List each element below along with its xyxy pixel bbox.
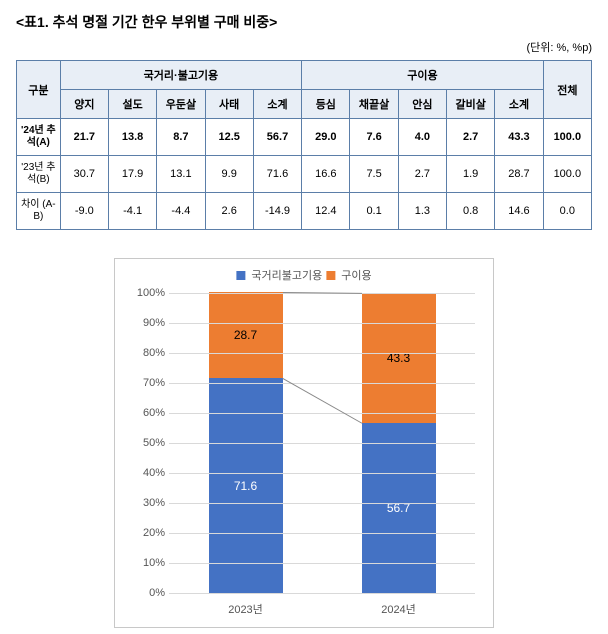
title-row: <표1. 추석 명절 기간 한우 부위별 구매 비중> bbox=[16, 12, 592, 32]
cell: 56.7 bbox=[253, 119, 301, 156]
stacked-bar-chart: 국거리불고기용 구이용 28.7 71.6 43.356.7 0% 10% 20% 30% 4… bbox=[114, 258, 494, 628]
cell: 43.3 bbox=[495, 119, 543, 156]
cell: 0.1 bbox=[350, 193, 398, 230]
th-col: 사태 bbox=[205, 90, 253, 119]
unit-label: (단위: %, %p) bbox=[527, 42, 592, 54]
y-tick-label: 10% bbox=[127, 557, 165, 569]
th-col: 안심 bbox=[398, 90, 446, 119]
bar-segment: 56.7 bbox=[362, 423, 436, 593]
cell: 8.7 bbox=[157, 119, 205, 156]
cell: 30.7 bbox=[60, 156, 108, 193]
y-tick-label: 0% bbox=[127, 587, 165, 599]
cell: 71.6 bbox=[253, 156, 301, 193]
th-col: 갈비살 bbox=[447, 90, 495, 119]
th-col: 소계 bbox=[495, 90, 543, 119]
cell: 0.0 bbox=[543, 193, 591, 230]
legend-swatch bbox=[326, 271, 335, 280]
segment-value-label: 71.6 bbox=[234, 479, 257, 493]
row-label: '24년 추석(A) bbox=[17, 119, 61, 156]
gridline bbox=[169, 593, 475, 594]
legend-swatch bbox=[236, 271, 245, 280]
cell: 7.6 bbox=[350, 119, 398, 156]
th-col: 등심 bbox=[302, 90, 350, 119]
cell: -4.1 bbox=[108, 193, 156, 230]
y-tick-label: 40% bbox=[127, 467, 165, 479]
y-tick-label: 60% bbox=[127, 407, 165, 419]
y-tick-label: 70% bbox=[127, 377, 165, 389]
bar-segment: 43.3 bbox=[362, 293, 436, 423]
legend-label: 구이용 bbox=[341, 267, 371, 283]
cell: 16.6 bbox=[302, 156, 350, 193]
cell: 12.4 bbox=[302, 193, 350, 230]
row-label: '23년 추석(B) bbox=[17, 156, 61, 193]
y-tick-label: 50% bbox=[127, 437, 165, 449]
legend-label: 국거리불고기용 bbox=[251, 267, 322, 283]
y-tick-label: 20% bbox=[127, 527, 165, 539]
y-tick-label: 80% bbox=[127, 347, 165, 359]
cell: 21.7 bbox=[60, 119, 108, 156]
y-tick-label: 30% bbox=[127, 497, 165, 509]
cell: 13.8 bbox=[108, 119, 156, 156]
chart-plot: 28.771.643.356.7 0%10%20%30%40%50%60%70%… bbox=[169, 293, 475, 593]
gridline bbox=[169, 503, 475, 504]
th-col: 채끝살 bbox=[350, 90, 398, 119]
cell: 29.0 bbox=[302, 119, 350, 156]
cell: 9.9 bbox=[205, 156, 253, 193]
th-group1: 국거리·불고기용 bbox=[60, 61, 301, 90]
th-col: 양지 bbox=[60, 90, 108, 119]
cell: 7.5 bbox=[350, 156, 398, 193]
y-tick-label: 90% bbox=[127, 317, 165, 329]
chart-legend: 국거리불고기용 구이용 bbox=[236, 267, 371, 283]
cell: 17.9 bbox=[108, 156, 156, 193]
cell: 12.5 bbox=[205, 119, 253, 156]
cell: 28.7 bbox=[495, 156, 543, 193]
cell: -4.4 bbox=[157, 193, 205, 230]
th-group2: 구이용 bbox=[302, 61, 543, 90]
x-tick-label: 2024년 bbox=[322, 601, 475, 617]
table-row: 차이 (A-B)-9.0-4.1-4.42.6-14.912.40.11.30.… bbox=[17, 193, 592, 230]
th-col: 설도 bbox=[108, 90, 156, 119]
gridline bbox=[169, 383, 475, 384]
gridline bbox=[169, 323, 475, 324]
gridline bbox=[169, 533, 475, 534]
y-tick-label: 100% bbox=[127, 287, 165, 299]
row-label: 차이 (A-B) bbox=[17, 193, 61, 230]
cell: 2.7 bbox=[398, 156, 446, 193]
gridline bbox=[169, 413, 475, 414]
bar-segment: 71.6 bbox=[209, 378, 283, 593]
chart-x-axis: 2023년2024년 bbox=[169, 601, 475, 617]
gridline bbox=[169, 563, 475, 564]
table-title: <표1. 추석 명절 기간 한우 부위별 구매 비중> bbox=[16, 12, 277, 32]
cell: -14.9 bbox=[253, 193, 301, 230]
cell: 1.9 bbox=[447, 156, 495, 193]
cell: 2.7 bbox=[447, 119, 495, 156]
x-tick-label: 2023년 bbox=[169, 601, 322, 617]
cell: 0.8 bbox=[447, 193, 495, 230]
cell: 4.0 bbox=[398, 119, 446, 156]
gridline bbox=[169, 353, 475, 354]
gridline bbox=[169, 443, 475, 444]
segment-value-label: 28.7 bbox=[234, 328, 257, 342]
cell: 14.6 bbox=[495, 193, 543, 230]
th-col: 우둔살 bbox=[157, 90, 205, 119]
th-col: 소계 bbox=[253, 90, 301, 119]
gridline bbox=[169, 473, 475, 474]
cell: 1.3 bbox=[398, 193, 446, 230]
cell: 100.0 bbox=[543, 156, 591, 193]
cell: -9.0 bbox=[60, 193, 108, 230]
bar-segment: 28.7 bbox=[209, 292, 283, 378]
table-row: '23년 추석(B)30.717.913.19.971.616.67.52.71… bbox=[17, 156, 592, 193]
th-gubun: 구분 bbox=[17, 61, 61, 119]
cell: 2.6 bbox=[205, 193, 253, 230]
cell: 13.1 bbox=[157, 156, 205, 193]
th-subrow: 양지설도우둔살사태소계등심채끝살안심갈비살소계 bbox=[17, 90, 592, 119]
data-table: 구분 국거리·불고기용 구이용 전체 양지설도우둔살사태소계등심채끝살안심갈비살… bbox=[16, 60, 592, 230]
table-row: '24년 추석(A)21.713.88.712.556.729.07.64.02… bbox=[17, 119, 592, 156]
cell: 100.0 bbox=[543, 119, 591, 156]
th-total: 전체 bbox=[543, 61, 591, 119]
